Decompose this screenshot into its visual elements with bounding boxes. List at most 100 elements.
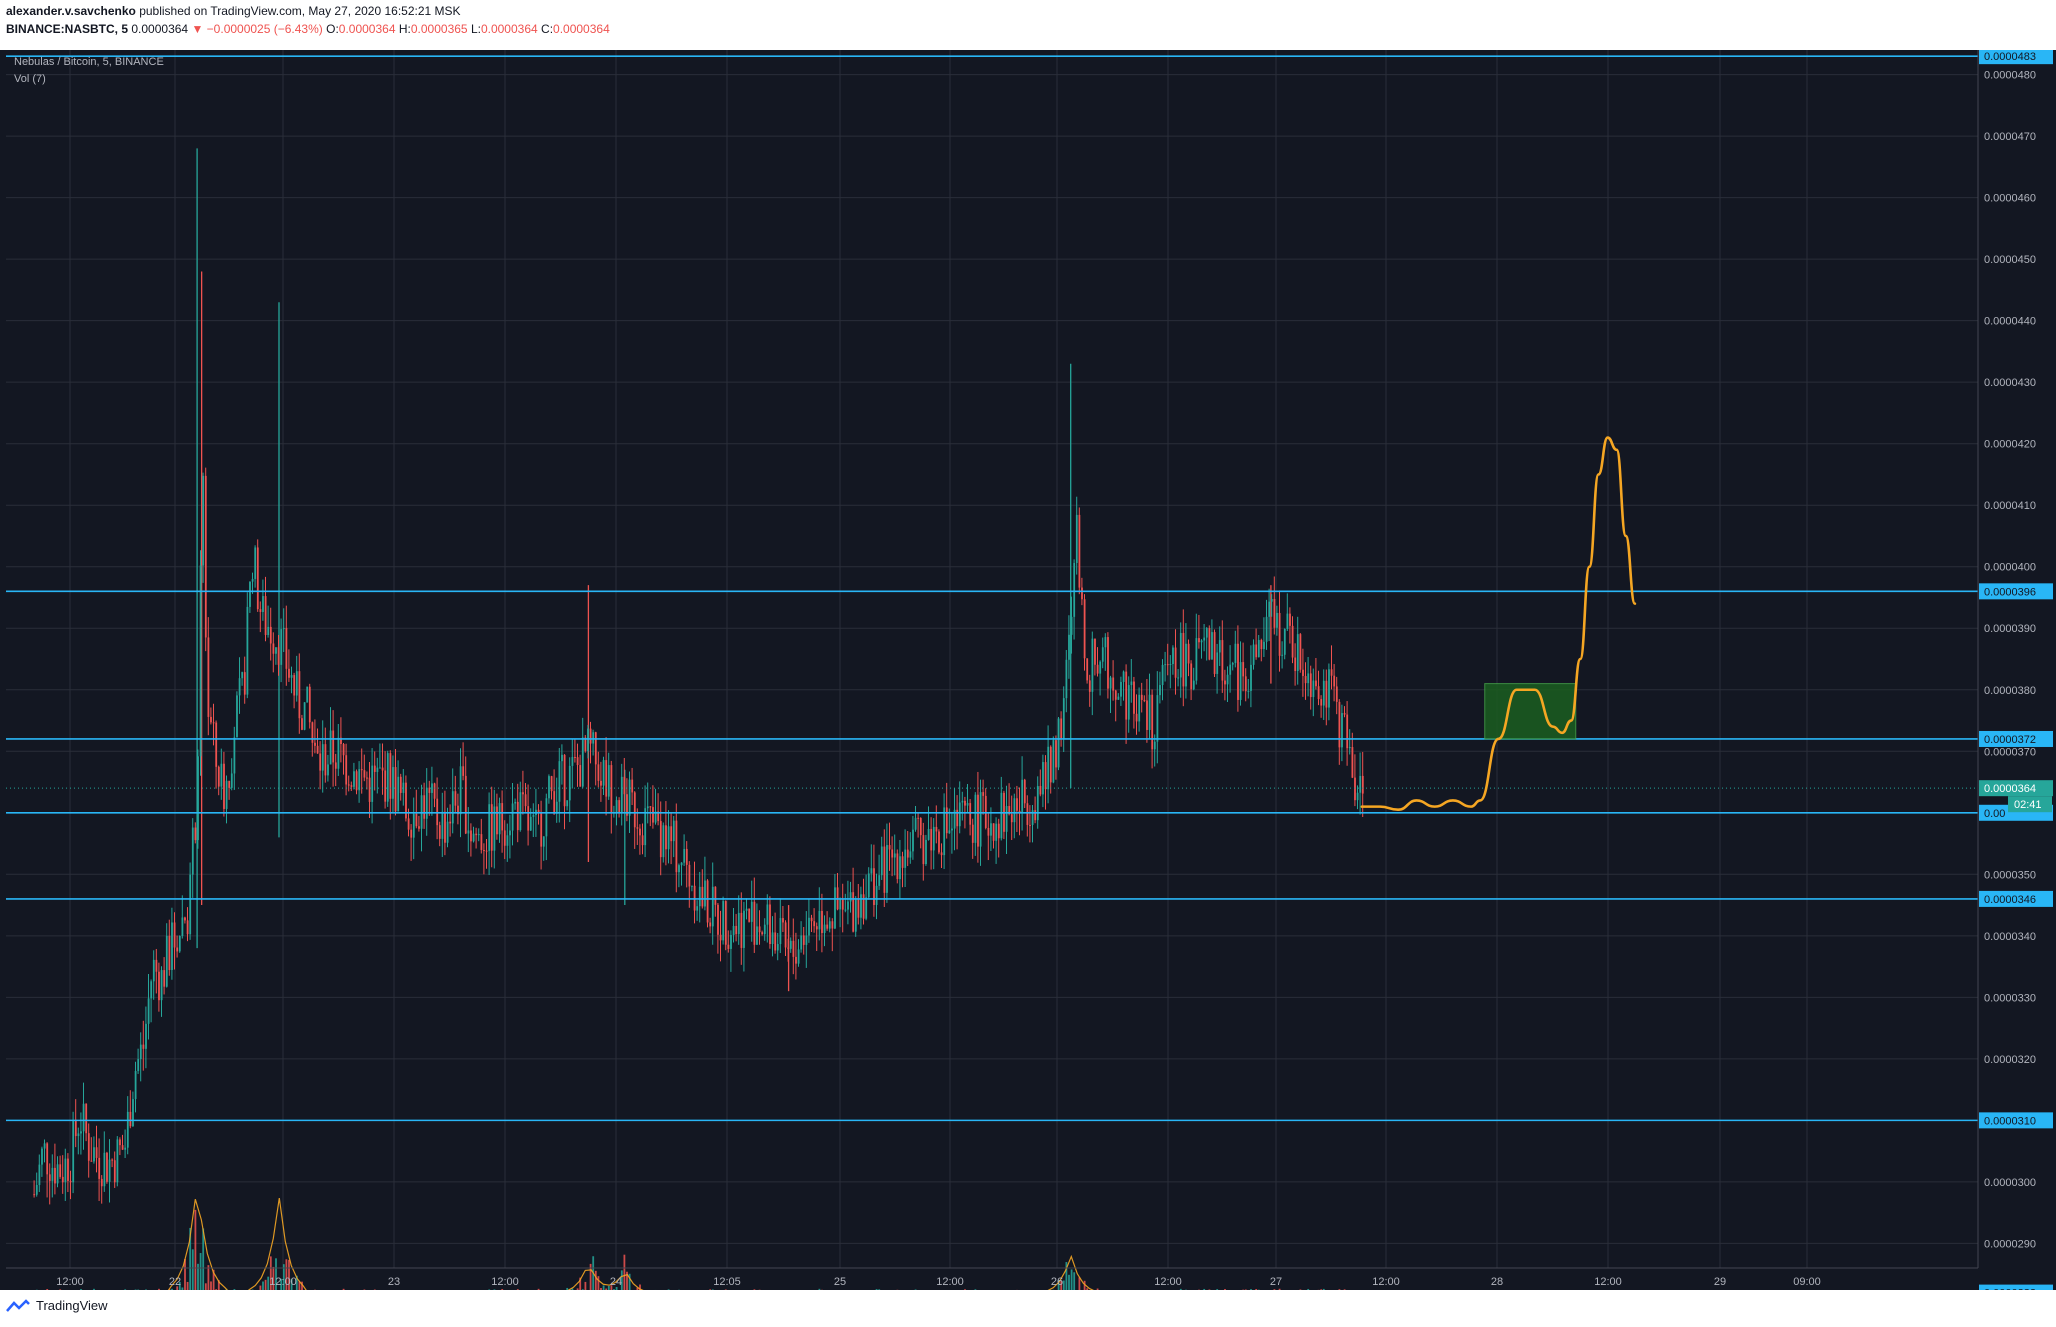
candle-body	[1185, 643, 1187, 687]
candle-body	[506, 835, 509, 846]
candle-body	[87, 1133, 90, 1161]
candle-body	[800, 935, 803, 950]
candle-body	[1268, 601, 1271, 617]
candle-body	[769, 904, 771, 945]
candle-body	[1296, 634, 1299, 672]
price-axis[interactable]: 0.0000480 0.0000470 0.0000460 0.0000450 0.00…	[1984, 70, 2036, 1290]
candle-body	[576, 757, 579, 766]
candle-body	[932, 826, 935, 851]
candle-body	[1101, 647, 1104, 662]
candle-body	[457, 805, 459, 815]
candle-body	[324, 744, 327, 776]
candle-body	[948, 830, 951, 834]
volume-bar	[1179, 1288, 1182, 1290]
candle-body	[158, 971, 160, 1001]
candle-body	[269, 626, 272, 644]
time-tick-label: 24	[610, 1276, 622, 1288]
candle-body	[795, 956, 797, 964]
candle-body	[327, 764, 329, 776]
candle-body	[217, 766, 220, 787]
volume-ma-line	[167, 1197, 1094, 1290]
candle-body	[121, 1145, 124, 1150]
candle-body	[1169, 664, 1172, 666]
time-axis[interactable]: 12:00 22 12:00 23 12:00 24 12:05 25 12:00 26 12:00…	[6, 1267, 1978, 1288]
volume-indicator-label[interactable]: Vol (7)	[14, 73, 46, 85]
volume-bar	[285, 1259, 288, 1290]
candle-body	[288, 668, 290, 678]
candle-body	[355, 771, 358, 791]
volume-bar	[1073, 1272, 1076, 1290]
level-label: 0.0000346	[1984, 894, 2036, 906]
time-tick-label: 12:00	[1594, 1276, 1622, 1288]
price-tick-label: 0.0000470	[1984, 131, 2036, 143]
volume-bar	[262, 1281, 264, 1290]
candle-body	[711, 886, 714, 927]
volume-bar	[1070, 1269, 1073, 1290]
candle-body	[498, 803, 501, 835]
candle-body	[971, 824, 974, 843]
candle-body	[129, 1111, 132, 1127]
candle-body	[1302, 669, 1304, 676]
candle-body	[446, 821, 449, 843]
volume-bar	[1203, 1288, 1206, 1290]
candle-body	[594, 732, 597, 765]
candle-body	[316, 745, 319, 754]
candle-body	[238, 678, 241, 696]
candle-body	[698, 886, 701, 907]
candle-body	[168, 935, 171, 971]
candle-body	[1276, 612, 1278, 628]
horizontal-levels[interactable]: 0.0000483 0.0000396 0.0000372 0.00 0.0000346…	[6, 50, 2053, 1290]
candle-body	[116, 1139, 119, 1183]
candle-body	[1049, 746, 1052, 783]
candle-body	[987, 827, 990, 836]
candle-body	[431, 783, 433, 793]
candle-body	[834, 887, 836, 929]
candle-body	[454, 791, 457, 806]
candle-body	[797, 949, 800, 964]
volume-bar	[272, 1266, 275, 1290]
price-tick-label: 0.0000440	[1984, 316, 2036, 328]
candle-body	[1159, 685, 1161, 696]
candle-body	[1036, 785, 1039, 821]
high-value: 0.0000365	[410, 22, 468, 36]
candle-body	[381, 767, 384, 771]
volume-bar	[80, 1289, 82, 1290]
forecast-drawing[interactable]	[1360, 436, 1637, 812]
candle-body	[337, 737, 340, 769]
volume-bar	[1083, 1280, 1086, 1290]
candle-body	[1252, 644, 1255, 665]
candle-body	[644, 808, 647, 846]
candle-body	[1221, 640, 1224, 681]
candle-body	[152, 959, 155, 982]
volume-bar	[1322, 1288, 1325, 1290]
footer-brand[interactable]: TradingView	[6, 1298, 108, 1313]
candle-body	[683, 848, 686, 863]
candle-body	[657, 811, 660, 822]
volume-bar	[233, 1289, 236, 1290]
author-name[interactable]: alexander.v.savchenko	[6, 4, 136, 18]
volume-bar	[537, 1288, 540, 1290]
candle-body	[935, 826, 938, 832]
candle-body	[142, 1044, 145, 1049]
level-label-bg	[1979, 1112, 2053, 1129]
countdown-bg	[2008, 796, 2052, 813]
level-label-bg	[1979, 50, 2053, 65]
candle-body	[1338, 701, 1341, 748]
candle-body	[1021, 779, 1024, 814]
candle-body	[756, 926, 758, 945]
level-label: 0.0000372	[1984, 734, 2036, 746]
price-chart[interactable]: 0.0000483 0.0000396 0.0000372 0.00 0.0000346…	[0, 50, 2056, 1290]
high-label: H:	[398, 22, 411, 36]
candle-body	[1010, 814, 1013, 823]
candle-body	[1016, 798, 1018, 811]
candle-body	[1042, 762, 1044, 795]
price-tick-label: 0.0000330	[1984, 992, 2036, 1004]
candle-body	[818, 910, 821, 930]
low-value: 0.0000364	[480, 22, 538, 36]
candle-body	[761, 932, 764, 935]
candle-body	[280, 629, 283, 665]
candle-body	[275, 647, 277, 654]
candle-body	[1226, 674, 1229, 685]
candle-body	[810, 917, 813, 922]
candle-body	[285, 627, 288, 669]
